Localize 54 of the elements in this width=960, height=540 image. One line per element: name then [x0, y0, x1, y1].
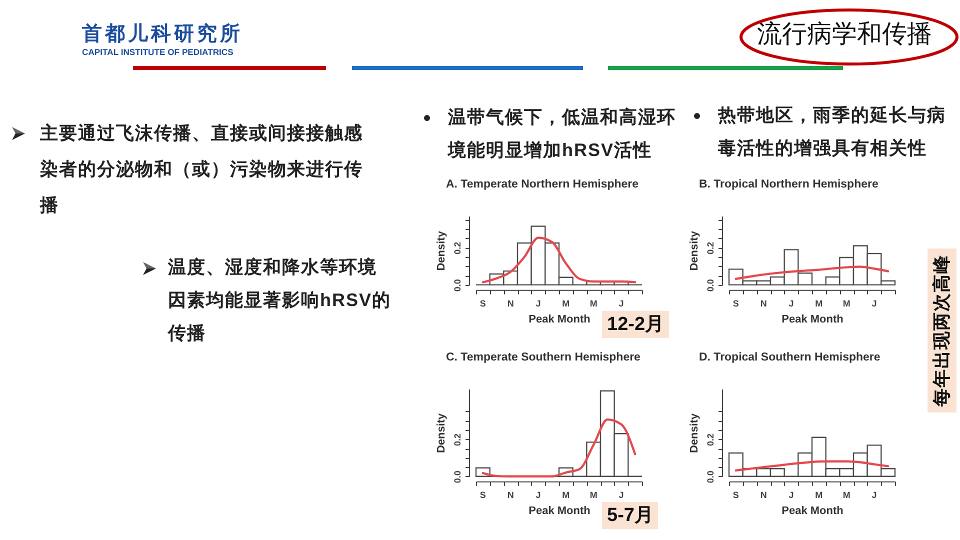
- x-tick-label: M: [842, 298, 850, 308]
- x-tick-label: J: [618, 298, 624, 308]
- text: 主要通过飞沫传播、直接或间接接触感染者的分泌物和（或）污染物来进行传播: [40, 122, 364, 217]
- x-tick-label: N: [507, 489, 514, 500]
- x-tick-label: N: [760, 298, 767, 308]
- x-axis-title: Peak Month: [782, 313, 844, 326]
- y-tick-label: 0.2: [452, 242, 463, 255]
- x-tick-label: M: [590, 298, 598, 308]
- y-axis-title: Density: [688, 412, 701, 453]
- x-tick-label: S: [732, 298, 739, 308]
- chart-title: B. Tropical Northern Hemisphere: [699, 178, 878, 191]
- x-tick-label: J: [536, 298, 541, 308]
- text: 12-2月: [602, 311, 670, 338]
- x-tick-label: J: [872, 489, 877, 500]
- y-tick-label: 0.0: [706, 470, 716, 483]
- x-axis-title: Peak Month: [782, 504, 844, 516]
- text: 温带气候下，低温和高湿环境能明显增加hRSV活性: [448, 106, 677, 162]
- text: 每年出现两次高峰: [928, 248, 956, 412]
- y-tick-label: 0.0: [452, 279, 463, 292]
- text: CAPITAL INSTITUTE OF PEDIATRICS: [82, 47, 234, 58]
- x-axis-title: Peak Month: [528, 313, 591, 326]
- x-tick-label: M: [562, 489, 570, 500]
- x-tick-label: N: [760, 489, 767, 500]
- y-axis-title: Density: [688, 230, 701, 271]
- x-tick-label: J: [618, 489, 624, 500]
- y-tick-label: 0.0: [706, 279, 716, 292]
- x-tick-label: J: [872, 298, 877, 308]
- text: 5-7月: [602, 502, 658, 529]
- text: 流行病学和传播: [757, 19, 932, 49]
- y-tick-label: 0.2: [706, 242, 716, 255]
- x-tick-label: S: [732, 489, 739, 500]
- x-tick-label: J: [788, 298, 794, 308]
- x-tick-label: S: [480, 298, 486, 308]
- x-tick-label: M: [590, 489, 598, 500]
- x-tick-label: M: [842, 489, 850, 500]
- x-tick-label: S: [480, 489, 486, 500]
- x-tick-label: J: [788, 489, 794, 500]
- x-tick-label: M: [815, 298, 823, 308]
- x-tick-label: J: [536, 489, 541, 500]
- chart-title: D. Tropical Southern Hemisphere: [699, 351, 880, 364]
- x-tick-label: M: [562, 298, 570, 308]
- text: 热带地区，雨季的延长与病毒活性的增强具有相关性: [718, 104, 947, 160]
- y-axis-title: Density: [436, 230, 448, 271]
- x-tick-label: M: [815, 489, 823, 500]
- x-axis-title: Peak Month: [528, 504, 591, 516]
- x-tick-label: N: [507, 298, 514, 308]
- text: 首都儿科研究所: [82, 22, 243, 46]
- chart-title: C. Temperate Southern Hemisphere: [446, 351, 640, 364]
- y-tick-label: 0.2: [706, 433, 716, 446]
- text: 温度、湿度和降水等环境因素均能显著影响hRSV的传播: [168, 256, 392, 345]
- y-tick-label: 0.2: [452, 433, 463, 446]
- y-axis-title: Density: [436, 412, 448, 453]
- chart-title: A. Temperate Northern Hemisphere: [446, 178, 639, 191]
- y-tick-label: 0.0: [452, 470, 463, 483]
